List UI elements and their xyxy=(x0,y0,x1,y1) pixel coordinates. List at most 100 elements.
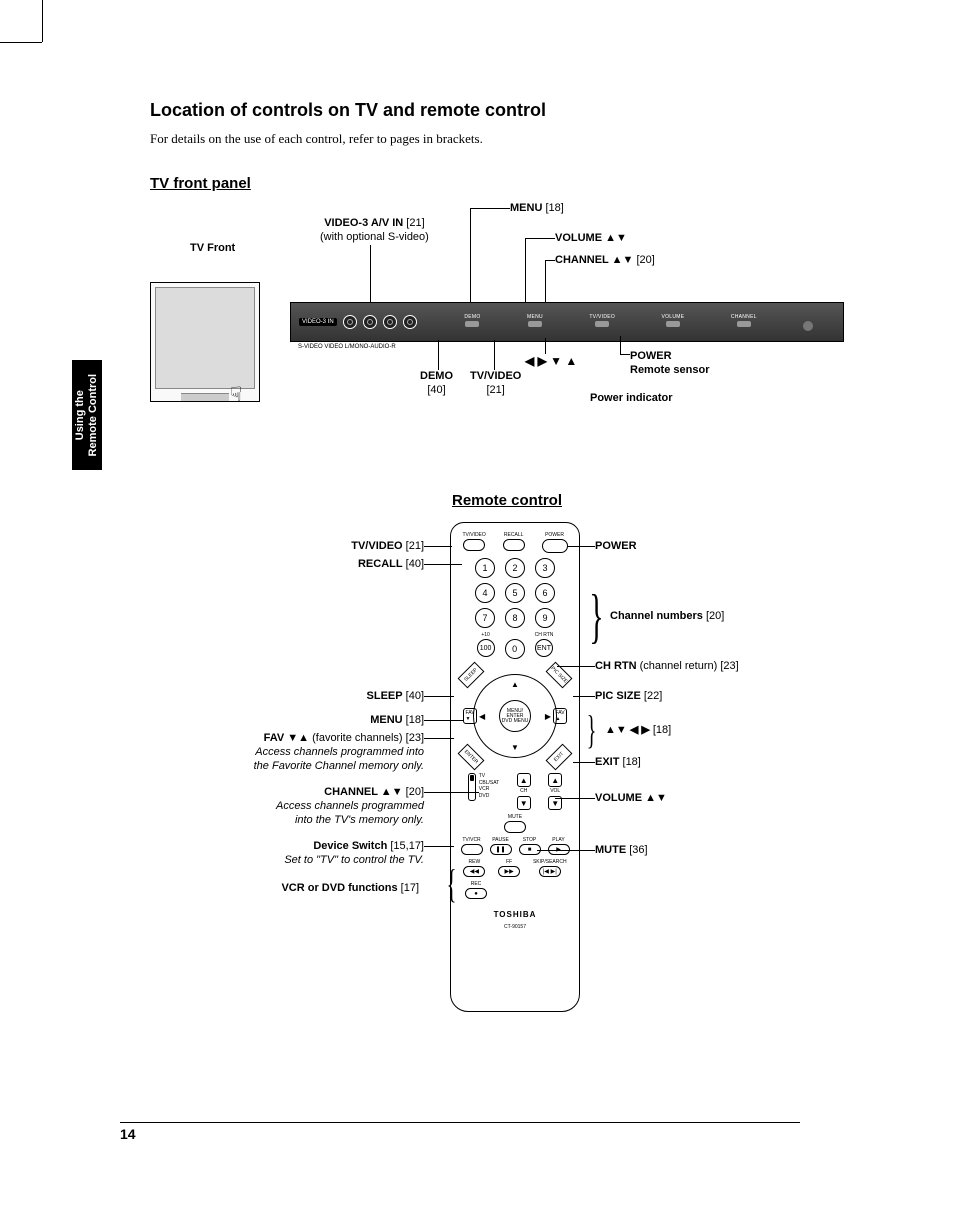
c-power: POWER xyxy=(595,540,637,554)
label-arrows: ◀ ▶ ▼ ▲ xyxy=(525,354,577,368)
callout-menu: MENU [18] xyxy=(510,202,564,216)
rc-fav-up: FAV▲ xyxy=(553,708,567,724)
btn-menu xyxy=(528,321,542,327)
callout-power: POWER Remote sensor xyxy=(630,350,709,378)
label-channel: CHANNEL ▲▼ xyxy=(555,254,633,266)
btn-power xyxy=(803,321,813,331)
section2-title: Remote control xyxy=(150,492,864,509)
side-tab-line1: Using the xyxy=(74,390,86,440)
btn-tvvideo-lbl: TV/VIDEO xyxy=(589,314,615,320)
rc-ch-up: ▲ xyxy=(517,773,531,787)
page-number: 14 xyxy=(120,1122,800,1142)
c-channel: CHANNEL ▲▼ [20] Access channels programm… xyxy=(276,786,424,827)
section1-title: TV front panel xyxy=(150,175,864,192)
rc-lbl-tvvcr: TV/VCR xyxy=(462,838,480,843)
rc-lbl-stop: STOP xyxy=(523,838,537,843)
audio-l-jack xyxy=(383,315,397,329)
rc-lbl-skip: SKIP/SEARCH xyxy=(533,860,567,865)
callout-video3: VIDEO-3 A/V IN [21] (with optional S-vid… xyxy=(320,217,429,245)
btn-vol-down xyxy=(666,321,680,327)
c-menu: MENU [18] xyxy=(370,714,424,728)
label-tv-front: TV Front xyxy=(190,242,235,254)
rc-btn-pause: ❚❚ xyxy=(490,844,512,855)
label-powerind: Power indicator xyxy=(590,392,673,404)
c-sleep: SLEEP [40] xyxy=(367,690,424,704)
rc-btn-skip: |◀ ▶| xyxy=(539,866,561,877)
label-video3-pg: [21] xyxy=(403,217,424,229)
audio-r-jack xyxy=(403,315,417,329)
callout-tvvideo-btn: TV/VIDEO [21] xyxy=(470,370,521,398)
num-row-1: 1 2 3 xyxy=(459,558,571,578)
rc-btn-100: 100 xyxy=(477,639,495,657)
rc-vol-up: ▲ xyxy=(548,773,562,787)
sw-cbl: CBL/SAT xyxy=(479,780,499,786)
callout-demo: DEMO [40] xyxy=(420,370,453,398)
remote-body: TV/VIDEO RECALL POWER 1 2 3 4 5 6 7 8 9 … xyxy=(450,522,580,1012)
rc-lbl-plus10: +10 xyxy=(481,633,489,638)
btn-demo-lbl: DEMO xyxy=(464,314,480,320)
c-mute: MUTE [36] xyxy=(595,844,648,858)
label-tvvideo-pg: [21] xyxy=(486,384,504,396)
rc-lbl-rew: REW xyxy=(469,860,481,865)
side-tab: Using theRemote Control xyxy=(72,360,102,470)
rc-btn-tvvideo xyxy=(463,539,485,551)
label-sensor: Remote sensor xyxy=(630,364,709,376)
c-chnum: Channel numbers [20] xyxy=(610,610,724,624)
rc-btn-rec: ● xyxy=(465,888,487,899)
tv-front-figure: TV Front VIDEO-3 A/V IN [21] (with optio… xyxy=(150,202,864,462)
c-devsw: Device Switch [15,17] Set to "TV" to con… xyxy=(284,840,424,868)
rc-btn-tvvcr xyxy=(461,844,483,855)
sw-vcr: VCR xyxy=(479,786,490,792)
brace-chnum: } xyxy=(589,586,603,646)
sw-tv: TV xyxy=(479,773,485,779)
label-menu-pg: [18] xyxy=(542,202,563,214)
num-row-2: 4 5 6 xyxy=(459,583,571,603)
rc-num-7: 7 xyxy=(475,608,495,628)
rc-vol-btns: ▲ VOL ▼ xyxy=(548,773,562,810)
c-exit: EXIT [18] xyxy=(595,756,641,770)
page-heading: Location of controls on TV and remote co… xyxy=(150,100,864,121)
rc-lbl-recall: RECALL xyxy=(504,533,523,538)
btn-demo xyxy=(465,321,479,327)
callout-channel: CHANNEL ▲▼ [20] xyxy=(555,254,655,268)
rc-ch-lbl: CH xyxy=(520,789,527,794)
rc-btn-ent: ENT xyxy=(535,639,553,657)
btn-tvvideo xyxy=(595,321,609,327)
rc-model: CT-90157 xyxy=(504,924,526,930)
rc-arrow-up: ▲ xyxy=(511,680,519,689)
rc-lbl-chrtn: CH RTN xyxy=(535,633,554,638)
rc-fav-down: FAV▼ xyxy=(463,708,477,724)
page-subtext: For details on the use of each control, … xyxy=(150,131,864,147)
c-vcrdvd: VCR or DVD functions [17] xyxy=(281,882,419,896)
rc-corner-sleep: SLEEP xyxy=(458,662,485,689)
rc-arrow-left: ◀ xyxy=(479,712,485,721)
page-content: Location of controls on TV and remote co… xyxy=(90,100,864,1146)
rc-arrow-down: ▼ xyxy=(511,743,519,752)
rc-vol-lbl: VOL xyxy=(550,789,560,794)
callout-volume: VOLUME ▲▼ xyxy=(555,232,627,246)
rc-lbl-tvvideo: TV/VIDEO xyxy=(462,533,485,538)
video-jack xyxy=(363,315,377,329)
c-recall: RECALL [40] xyxy=(358,558,424,572)
rc-num-3: 3 xyxy=(535,558,555,578)
svideo-jack xyxy=(343,315,357,329)
callout-tv-front: TV Front xyxy=(190,242,235,256)
hand-icon: ☟ xyxy=(230,382,242,407)
rc-num-4: 4 xyxy=(475,583,495,603)
rc-num-5: 5 xyxy=(505,583,525,603)
rc-lbl-power: POWER xyxy=(545,533,564,538)
rc-media-row2: REW◀◀ FF▶▶ SKIP/SEARCH|◀ ▶| xyxy=(459,860,571,877)
callout-arrows: ◀ ▶ ▼ ▲ xyxy=(525,354,577,369)
c-volume: VOLUME ▲▼ xyxy=(595,792,667,806)
btn-menu-lbl: MENU xyxy=(527,314,543,320)
num-row-3: 7 8 9 xyxy=(459,608,571,628)
rc-num-6: 6 xyxy=(535,583,555,603)
rc-num-9: 9 xyxy=(535,608,555,628)
rc-brand: TOSHIBA xyxy=(494,910,537,919)
rc-dpad: SLEEP PIC SIZE ENTER EXIT FAV▼ FAV▲ ▲ ▼ … xyxy=(465,666,565,766)
num-row-4: +10100 0 CH RTNENT xyxy=(459,633,571,659)
remote-figure: Remote control TV/VIDEO RECALL POWER 1 2… xyxy=(150,492,864,1052)
rc-media-row1: TV/VCR PAUSE❚❚ STOP■ PLAY▶ xyxy=(459,838,571,855)
label-volume: VOLUME ▲▼ xyxy=(555,232,627,244)
rc-media-row3: REC● xyxy=(459,882,571,899)
